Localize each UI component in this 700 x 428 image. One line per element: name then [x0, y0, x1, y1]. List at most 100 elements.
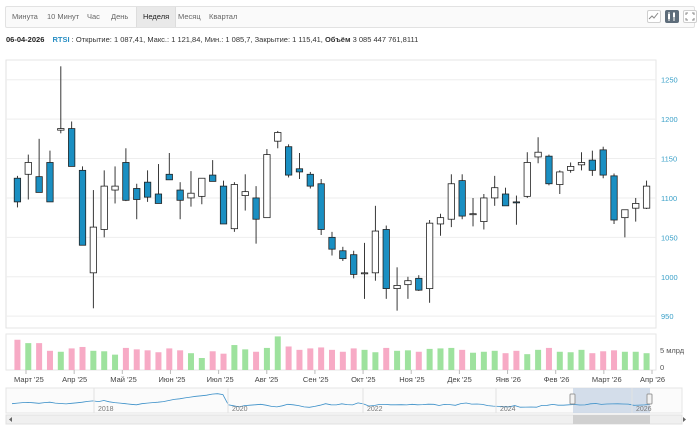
- candle-up: [404, 280, 412, 286]
- volume-bar: [263, 347, 270, 370]
- candle: [154, 164, 163, 204]
- candle: [621, 209, 629, 238]
- candle: [219, 180, 228, 225]
- candle-up: [577, 162, 586, 166]
- x-tick-label: Янв '26: [496, 375, 521, 384]
- volume-bar: [68, 348, 75, 370]
- candle-down: [35, 176, 43, 193]
- candle: [165, 153, 173, 181]
- volume-bar: [231, 345, 238, 370]
- candle-down: [545, 155, 553, 185]
- y-tick-label: 1250: [661, 76, 678, 85]
- candle: [371, 205, 379, 281]
- volume-bar: [36, 343, 43, 370]
- candle-up: [263, 154, 271, 219]
- candle: [89, 190, 97, 309]
- candle-up: [567, 166, 575, 171]
- volume-bar: [502, 353, 509, 370]
- y-tick-label: 950: [661, 312, 674, 321]
- candle-up: [360, 272, 369, 275]
- candle: [68, 121, 76, 167]
- candle: [13, 175, 22, 208]
- candle-up: [534, 151, 542, 158]
- scrollbar-thumb[interactable]: [573, 415, 650, 424]
- ohlc-info-bar: 06-04-2026 RTSI : Открытие: 1 087,41, Ма…: [6, 35, 419, 44]
- candlestick-chart-icon[interactable]: [665, 10, 679, 23]
- tab-hour[interactable]: Час: [87, 12, 100, 21]
- candle-up: [393, 285, 401, 289]
- candle-down: [350, 254, 358, 275]
- volume-bar: [339, 351, 346, 370]
- volume-bar: [491, 350, 498, 370]
- volume-bar: [404, 350, 411, 370]
- candle: [306, 171, 314, 189]
- candle-down: [13, 177, 22, 203]
- tab-day[interactable]: День: [111, 12, 129, 21]
- info-high: 1 121,84: [171, 35, 201, 44]
- info-separator: :: [71, 35, 74, 44]
- candle-down: [78, 169, 87, 246]
- period-tabbar: Минута 10 Минут Час День Неделя Месяц Кв…: [5, 6, 697, 28]
- candle-up: [556, 171, 564, 185]
- volume-bar: [155, 352, 162, 370]
- scroll-left-arrow-icon[interactable]: [9, 417, 12, 422]
- candle-up: [447, 183, 455, 220]
- candle: [176, 182, 184, 220]
- candle: [610, 173, 618, 224]
- candle: [501, 187, 510, 207]
- candle-up: [426, 222, 434, 289]
- candle-up: [469, 213, 477, 216]
- navigator-panel: [5, 387, 683, 414]
- y-tick-label: 1150: [661, 155, 677, 164]
- volume-bar: [394, 350, 401, 370]
- tab-10-minutes[interactable]: 10 Минут: [47, 12, 80, 21]
- candle: [491, 175, 499, 206]
- scrollbar-track[interactable]: [5, 414, 683, 425]
- navigator-selection: [573, 388, 650, 413]
- candle: [523, 152, 531, 198]
- info-ticker: RTSI: [52, 35, 70, 44]
- volume-bar: [14, 339, 21, 370]
- tab-week[interactable]: Неделя: [136, 7, 177, 27]
- candle: [588, 150, 596, 176]
- candle-up: [436, 217, 445, 225]
- volume-bar: [632, 351, 639, 370]
- candle-up: [111, 185, 119, 191]
- tab-quarter[interactable]: Квартал: [209, 12, 238, 21]
- expand-icon[interactable]: [683, 10, 697, 23]
- scroll-right-arrow-icon[interactable]: [683, 417, 686, 422]
- candle: [415, 275, 423, 291]
- volume-bar: [524, 354, 531, 370]
- candle-down: [599, 149, 607, 176]
- volume-bar: [307, 348, 314, 370]
- candle-down: [285, 146, 293, 176]
- candle: [339, 246, 347, 261]
- volume-bar: [318, 347, 325, 370]
- line-chart-icon[interactable]: [647, 10, 661, 23]
- volume-bar: [578, 349, 585, 370]
- navigator-year-label: 2024: [500, 406, 516, 413]
- y-tick-label: 1100: [661, 194, 677, 203]
- candle-down: [317, 183, 325, 230]
- x-tick-label: Фев '26: [544, 375, 570, 384]
- candle-down: [512, 201, 521, 204]
- tab-minute[interactable]: Минута: [12, 12, 38, 21]
- navigator-right-handle[interactable]: [646, 393, 653, 405]
- candle: [360, 242, 369, 299]
- navigator-left-handle[interactable]: [569, 393, 576, 405]
- tab-month[interactable]: Месяц: [178, 12, 201, 21]
- candle: [263, 149, 271, 219]
- navigator-year-label: 2018: [98, 406, 114, 413]
- volume-bar: [253, 351, 260, 370]
- x-tick-label: Июл '25: [207, 375, 234, 384]
- candle: [350, 250, 358, 279]
- candle: [545, 154, 553, 186]
- candle: [404, 276, 412, 299]
- candle: [274, 130, 282, 149]
- volume-bar: [329, 349, 335, 370]
- info-open: 1 087,41: [113, 35, 144, 44]
- candle: [57, 66, 65, 134]
- volume-bar: [90, 350, 97, 370]
- candle-down: [154, 193, 163, 204]
